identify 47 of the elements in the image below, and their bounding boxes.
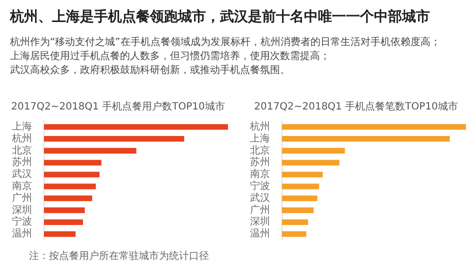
bar: [44, 136, 184, 142]
y-tick-label: 南京: [12, 180, 32, 192]
y-tick-label: 宁波: [12, 216, 32, 228]
bar: [44, 207, 85, 214]
text: 杭州、上海是手机点餐领跑城市，武汉是前十名中唯一一个中部城市: [10, 8, 431, 26]
y-tick-label: 南京: [250, 168, 270, 180]
chart-title: 2017Q2~2018Q1 手机点餐用户数TOP10城市: [11, 100, 225, 113]
bar: [44, 172, 100, 178]
y-tick-label: 苏州: [250, 156, 270, 168]
chart-title: 2017Q2~2018Q1 手机点餐笔数TOP10城市: [254, 100, 458, 113]
y-tick-label: 杭州: [11, 132, 32, 144]
bar: [44, 148, 136, 154]
y-tick-label: 上海: [250, 132, 270, 144]
y-tick-label: 杭州: [249, 120, 270, 133]
text: 杭州作为“移动支付之城”在手机点餐领域成为发展标杆，杭州消费者的日常生活对手机依赖度高；: [10, 36, 442, 50]
y-tick-label: 广州: [250, 204, 270, 216]
bar: [44, 124, 228, 130]
bar: [282, 124, 466, 130]
y-tick-label: 温州: [12, 228, 32, 240]
text: 注：按点餐用户所在常驻城市为统计口径: [28, 250, 210, 263]
y-tick-label: 广州: [12, 192, 32, 204]
y-tick-label: 武汉: [12, 168, 32, 180]
bar: [282, 207, 314, 214]
bar: [282, 148, 345, 154]
y-tick-label: 北京: [12, 144, 32, 156]
bar: [282, 231, 306, 237]
bar: [44, 196, 92, 202]
bar: [44, 160, 102, 166]
bar: [282, 160, 340, 166]
y-tick-label: 宁波: [250, 180, 270, 192]
text: 武汉高校众多，政府积极鼓励科研创新，或推动手机点餐氛围。: [10, 64, 291, 78]
bar: [44, 184, 96, 190]
bar: [282, 219, 308, 225]
text: 上海居民使用过手机点餐的人数多，但习惯仍需培养，使用次数需提高；: [10, 50, 331, 64]
bar: [282, 196, 318, 202]
y-tick-label: 武汉: [250, 192, 270, 204]
y-tick-label: 北京: [250, 144, 270, 156]
y-tick-label: 温州: [250, 228, 270, 240]
y-tick-label: 深圳: [12, 204, 32, 216]
bar: [282, 172, 323, 178]
y-tick-label: 深圳: [250, 216, 270, 228]
y-tick-label: 苏州: [12, 156, 32, 168]
bar: [282, 136, 450, 142]
y-tick-label: 上海: [12, 120, 32, 133]
bar: [44, 219, 83, 225]
bar: [44, 231, 76, 237]
bar: [282, 184, 320, 190]
